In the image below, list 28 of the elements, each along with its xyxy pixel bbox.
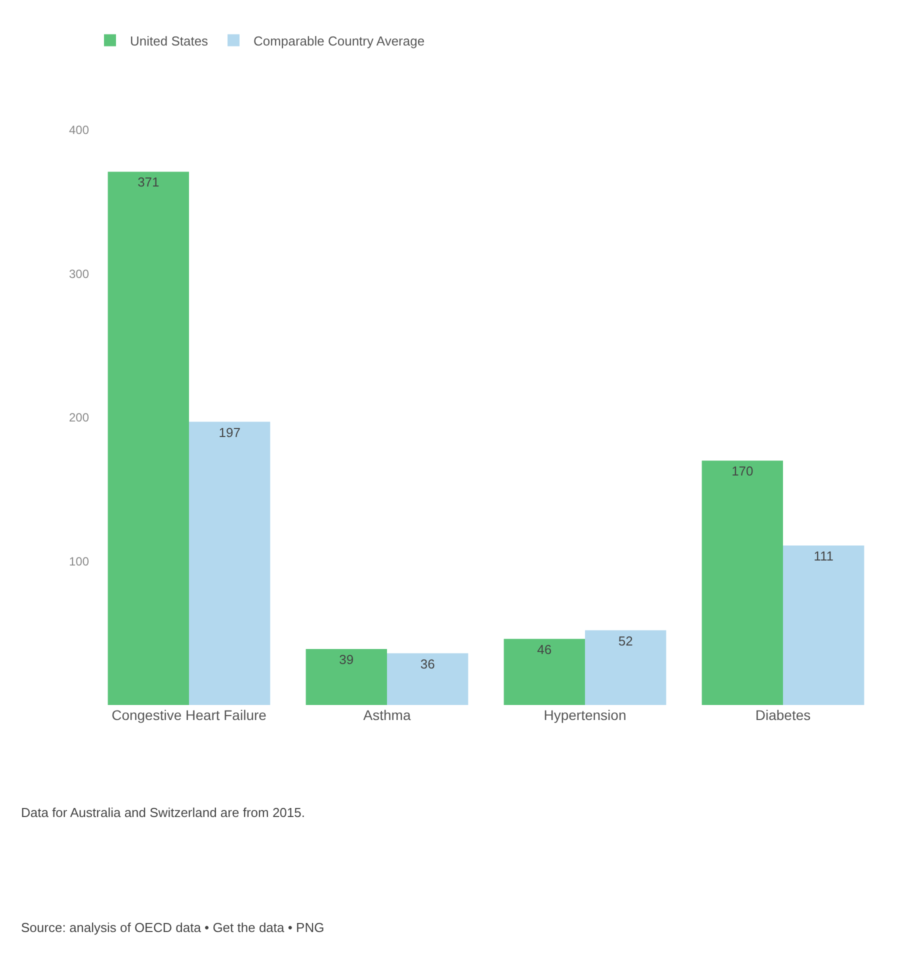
bar xyxy=(387,653,468,705)
bar xyxy=(702,460,783,705)
bar xyxy=(108,172,189,705)
data-label: 197 xyxy=(218,424,240,440)
bar xyxy=(306,648,387,705)
data-label: 170 xyxy=(732,464,754,479)
bar xyxy=(783,545,864,705)
data-label: 111 xyxy=(814,548,834,564)
legend-label: United States xyxy=(130,33,209,48)
x-tick-label: Diabetes xyxy=(755,707,811,723)
source-note: Source: analysis of OECD data • Get the data • PNG xyxy=(21,920,324,935)
legend-label: Comparable Country Average xyxy=(254,33,425,48)
bar xyxy=(504,638,585,705)
text: Data for Australia and Switzerland are from 2015. xyxy=(21,805,305,820)
y-tick-label: 200 xyxy=(68,410,90,425)
data-label: 36 xyxy=(420,656,435,672)
data-label: 46 xyxy=(537,642,552,657)
bar xyxy=(189,422,270,705)
y-tick-label: 400 xyxy=(68,123,90,138)
y-tick-label: 300 xyxy=(68,266,90,281)
bar xyxy=(585,630,666,705)
data-label: 371 xyxy=(138,174,160,190)
data-label: 52 xyxy=(618,633,633,648)
x-tick-label: Congestive Heart Failure xyxy=(112,707,267,723)
x-tick-label: Asthma xyxy=(363,707,411,723)
y-tick-label: 100 xyxy=(68,554,90,568)
x-tick-label: Hypertension xyxy=(544,707,626,723)
data-label: 39 xyxy=(339,652,354,667)
